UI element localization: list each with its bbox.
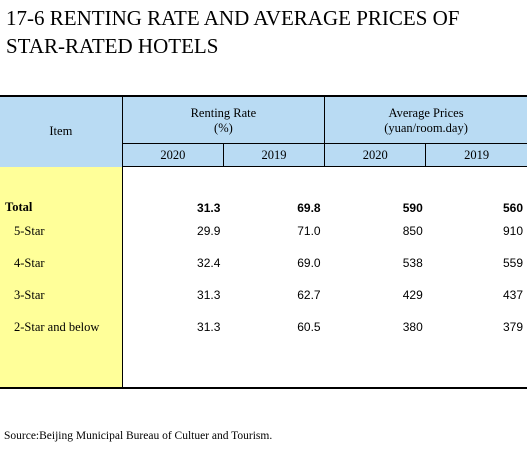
row-label-total: Total [0, 166, 123, 215]
cell-5-star-price-2020: 850 [402, 224, 423, 238]
table-row-5-star: 5-Star 29.9 71.0 850 910 [0, 215, 527, 247]
table-row-total: Total 31.3 69.8 590 560 [0, 166, 527, 215]
cell-total-rate-2019: 69.8 [297, 201, 321, 215]
renting-rate-header: Renting Rate [122, 95, 326, 121]
item-column-header: Item [0, 95, 123, 167]
cell-4-star-rate-2019: 69.0 [297, 256, 321, 270]
cell-3-star-rate-2020: 31.3 [197, 288, 221, 302]
row-label-4-star: 4-Star [0, 247, 123, 279]
cell-2-star-rate-2020: 31.3 [197, 320, 221, 334]
cell-total-price-2020: 590 [402, 201, 423, 215]
title-line-1: 17-6 RENTING RATE AND AVERAGE PRICES OF [6, 6, 460, 30]
cell-2-star-price-2019: 379 [502, 320, 523, 334]
average-prices-header: Average Prices [324, 95, 527, 121]
cell-4-star-rate-2020: 32.4 [197, 256, 221, 270]
year-header-rate-2020: 2020 [122, 143, 224, 167]
row-label-5-star: 5-Star [0, 215, 123, 247]
cell-4-star-price-2019: 559 [502, 256, 523, 270]
empty-cell [425, 343, 527, 389]
table-title: 17-6 RENTING RATE AND AVERAGE PRICES OF … [6, 4, 521, 60]
hotel-statistics-table: Item Renting Rate Average Prices (%) (yu… [0, 95, 527, 389]
cell-2-star-price-2020: 380 [402, 320, 423, 334]
cell-total-rate-2020: 31.3 [197, 201, 221, 215]
title-line-2: STAR-RATED HOTELS [6, 34, 219, 58]
cell-3-star-price-2020: 429 [402, 288, 423, 302]
row-label-2-star-and-below: 2-Star and below [0, 311, 123, 343]
table-row-3-star: 3-Star 31.3 62.7 429 437 [0, 279, 527, 311]
row-label-empty [0, 343, 123, 389]
renting-rate-unit: (%) [122, 121, 326, 144]
cell-5-star-rate-2020: 29.9 [197, 224, 221, 238]
table-bottom-spacer [0, 343, 527, 389]
table-row-4-star: 4-Star 32.4 69.0 538 559 [0, 247, 527, 279]
year-header-rate-2019: 2019 [223, 143, 326, 167]
empty-cell [122, 343, 224, 389]
cell-3-star-price-2019: 437 [502, 288, 523, 302]
source-note: Source:Beijing Municipal Bureau of Cultu… [4, 430, 273, 442]
year-header-price-2019: 2019 [425, 143, 527, 167]
row-label-3-star: 3-Star [0, 279, 123, 311]
empty-cell [223, 343, 325, 389]
cell-total-price-2019: 560 [502, 201, 523, 215]
cell-4-star-price-2020: 538 [402, 256, 423, 270]
cell-2-star-rate-2019: 60.5 [297, 320, 321, 334]
table-row-2-star-and-below: 2-Star and below 31.3 60.5 380 379 [0, 311, 527, 343]
cell-5-star-rate-2019: 71.0 [297, 224, 321, 238]
empty-cell [324, 343, 426, 389]
cell-5-star-price-2019: 910 [502, 224, 523, 238]
cell-3-star-rate-2019: 62.7 [297, 288, 321, 302]
average-prices-unit: (yuan/room.day) [324, 121, 527, 144]
year-header-price-2020: 2020 [324, 143, 427, 167]
